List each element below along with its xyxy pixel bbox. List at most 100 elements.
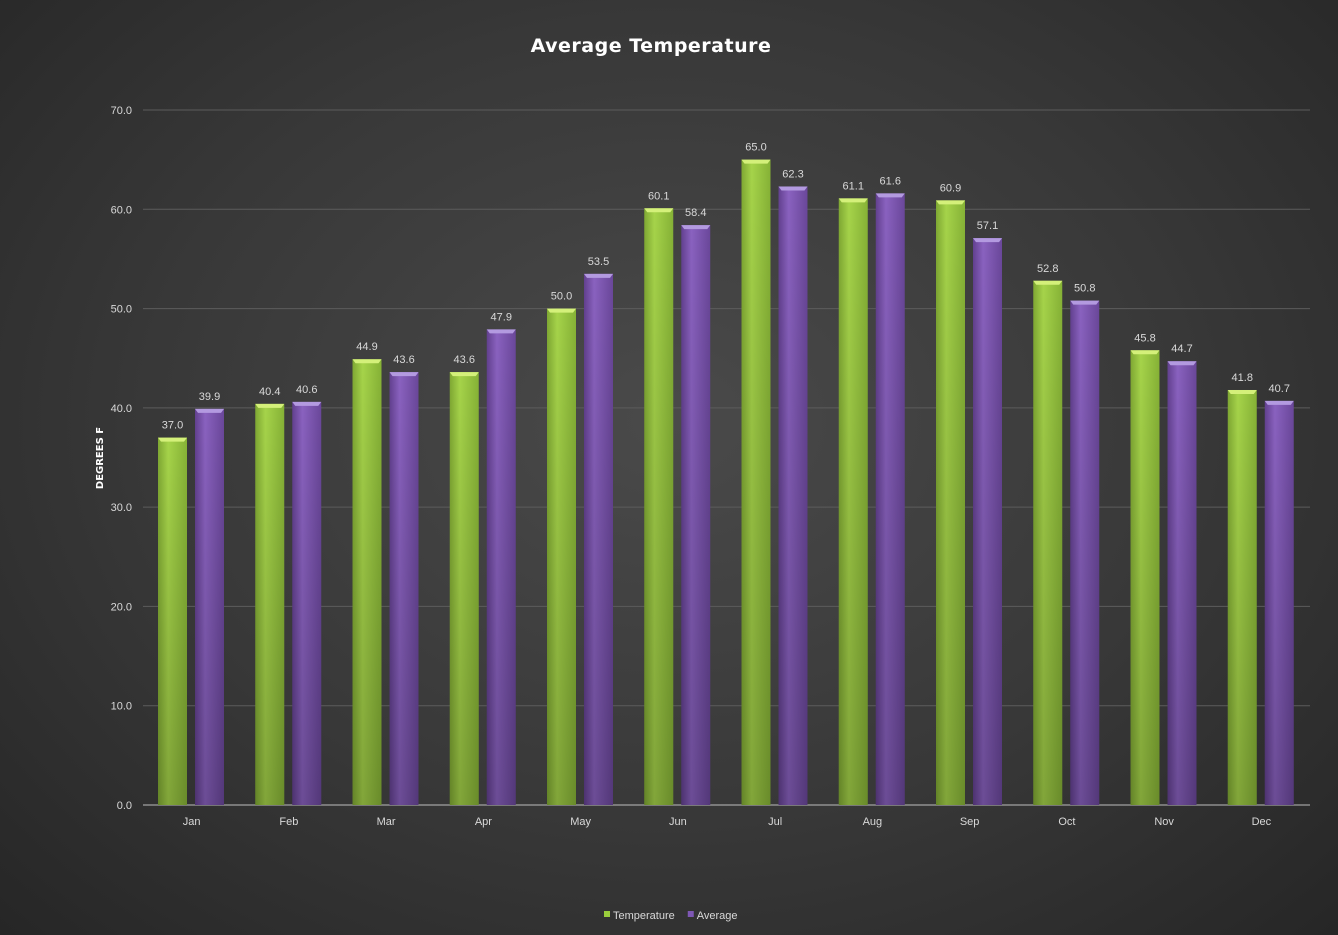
data-label: 37.0 xyxy=(162,420,183,432)
bar-shade xyxy=(1264,400,1294,805)
chart-title: Average Temperature xyxy=(531,35,772,57)
bar-bevel xyxy=(1130,350,1160,355)
data-label: 50.8 xyxy=(1074,283,1095,295)
data-label: 43.6 xyxy=(454,354,475,366)
data-label: 58.4 xyxy=(685,207,706,219)
data-label: 62.3 xyxy=(782,168,803,180)
data-label: 52.8 xyxy=(1037,263,1058,275)
x-tick-label: Oct xyxy=(1058,816,1075,828)
x-tick-label: May xyxy=(570,816,591,828)
y-tick-label: 0.0 xyxy=(117,800,132,812)
bar-bevel xyxy=(584,273,613,278)
x-tick-label: Feb xyxy=(279,816,298,828)
bar-shade xyxy=(158,437,187,805)
y-tick-label: 10.0 xyxy=(111,701,132,713)
bar-bevel xyxy=(255,403,285,408)
data-label: 40.4 xyxy=(259,386,280,398)
bar-bevel xyxy=(778,186,808,191)
data-label: 57.1 xyxy=(977,220,998,232)
legend-label-average: Average xyxy=(697,910,738,922)
x-tick-label: Aug xyxy=(863,816,883,828)
legend: Temperature Average xyxy=(604,910,738,922)
bar-shade xyxy=(389,372,419,805)
x-tick-label: Jan xyxy=(183,816,201,828)
data-label: 61.6 xyxy=(880,175,901,187)
bar-shade xyxy=(1167,361,1197,805)
bar-bevel xyxy=(875,193,905,198)
bar-shade xyxy=(195,408,224,805)
x-tick-label: Apr xyxy=(475,816,492,828)
bar-bevel xyxy=(838,198,868,203)
bar-bevel xyxy=(973,238,1002,243)
bar-bevel xyxy=(195,408,224,413)
data-label: 40.6 xyxy=(296,384,317,396)
data-label: 39.9 xyxy=(199,391,220,403)
bar-bevel xyxy=(936,200,965,205)
bar-bevel xyxy=(352,359,382,364)
bar-shade xyxy=(936,200,965,806)
bar-shade xyxy=(1227,389,1257,805)
data-label: 43.6 xyxy=(393,354,414,366)
bar-bevel xyxy=(158,437,187,442)
data-label: 53.5 xyxy=(588,256,609,268)
bar-bevel xyxy=(389,372,419,377)
legend-swatch-temperature xyxy=(604,911,610,917)
x-tick-label: Nov xyxy=(1154,816,1174,828)
bar-bevel xyxy=(1264,400,1294,405)
bar-bevel xyxy=(486,329,516,334)
bar-bevel xyxy=(741,159,771,164)
bar-bevel xyxy=(1070,300,1100,305)
data-label: 50.0 xyxy=(551,291,572,303)
bar-shade xyxy=(486,329,516,805)
bar-shade xyxy=(973,238,1002,806)
legend-swatch-average xyxy=(687,911,694,917)
data-label: 41.8 xyxy=(1232,372,1253,384)
y-tick-label: 20.0 xyxy=(111,601,132,613)
x-tick-label: Mar xyxy=(377,816,396,828)
data-label: 44.9 xyxy=(356,341,377,353)
bar-bevel xyxy=(1227,389,1257,394)
bar-bevel xyxy=(1167,361,1197,366)
data-label: 44.7 xyxy=(1171,343,1192,355)
y-tick-label: 60.0 xyxy=(111,204,132,216)
bar-shade xyxy=(838,198,868,806)
data-label: 65.0 xyxy=(745,142,766,154)
data-label: 47.9 xyxy=(491,311,512,323)
bar-shade xyxy=(875,193,905,805)
bar-shade xyxy=(1130,350,1160,805)
bar-shade xyxy=(778,186,808,805)
bar-shade xyxy=(681,225,711,805)
bar-shade xyxy=(741,159,771,806)
bar-shade xyxy=(1070,300,1100,805)
bar-bevel xyxy=(292,401,322,406)
data-label: 45.8 xyxy=(1134,332,1155,344)
data-label: 60.9 xyxy=(940,182,961,194)
y-tick-label: 50.0 xyxy=(111,304,132,316)
x-tick-label: Sep xyxy=(960,816,980,828)
bar-shade xyxy=(449,372,479,805)
y-tick-label: 70.0 xyxy=(111,105,132,117)
data-label: 40.7 xyxy=(1269,383,1290,395)
x-tick-label: Jul xyxy=(768,816,782,828)
bar-shade xyxy=(255,403,285,805)
legend-label-temperature: Temperature xyxy=(613,910,675,922)
bar-shade xyxy=(292,401,322,805)
bar-bevel xyxy=(449,372,479,377)
bar-shade xyxy=(1033,280,1063,805)
y-axis-label: DEGREES F xyxy=(95,427,106,489)
y-tick-label: 30.0 xyxy=(111,502,132,514)
y-tick-label: 40.0 xyxy=(111,403,132,415)
bar-shade xyxy=(352,359,382,805)
data-label: 61.1 xyxy=(843,180,864,192)
x-tick-label: Jun xyxy=(669,816,687,828)
x-tick-label: Dec xyxy=(1252,816,1272,828)
bar-shade xyxy=(547,308,576,805)
data-label: 60.1 xyxy=(648,190,669,202)
bar-bevel xyxy=(681,225,711,230)
bar-shade xyxy=(644,208,674,806)
bar-bevel xyxy=(1033,280,1063,285)
bar-bevel xyxy=(644,208,674,213)
bar-bevel xyxy=(547,308,576,313)
bar-shade xyxy=(584,273,613,806)
